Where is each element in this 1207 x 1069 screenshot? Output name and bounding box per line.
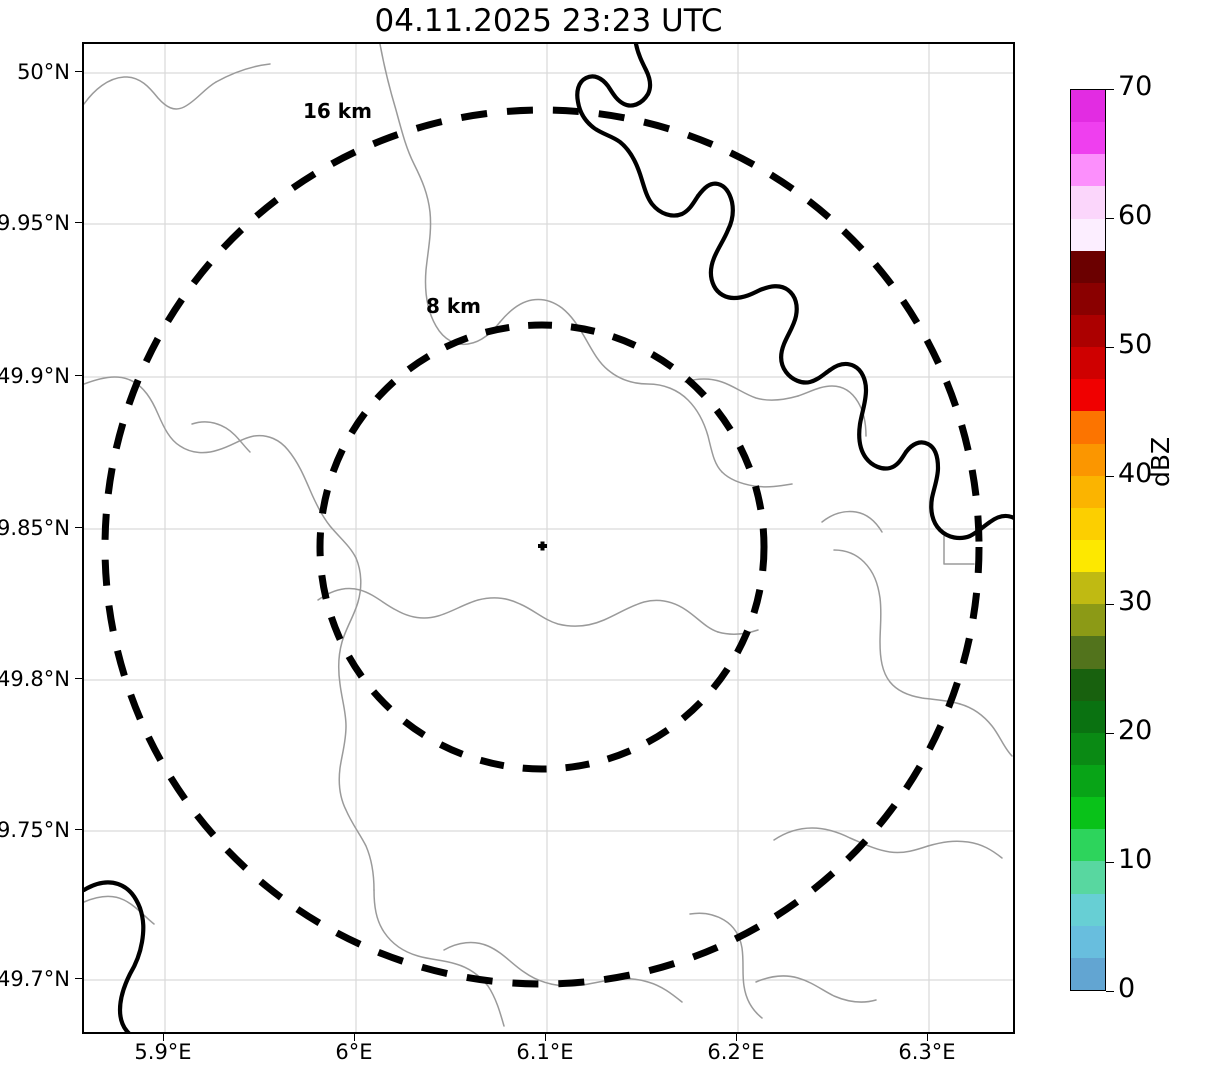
range-ring-label-8km: 8 km — [426, 294, 482, 318]
xtick-label-6E: 6°E — [335, 1040, 373, 1064]
colorbar[interactable] — [1070, 89, 1106, 991]
xtick-label-61E: 6.1°E — [516, 1040, 574, 1064]
cbar-tick-40 — [1106, 476, 1114, 477]
cbar-ticklabel-30: 30 — [1118, 586, 1153, 617]
colorbar-band — [1071, 829, 1105, 863]
colorbar-band — [1071, 636, 1105, 670]
radar-site-marker — [538, 541, 547, 551]
ytick-label-4985N: 49.85°N — [0, 516, 70, 540]
colorbar-band — [1071, 315, 1105, 348]
colorbar-band — [1071, 379, 1105, 413]
national-border — [84, 44, 1013, 1032]
xtick-mark-3 — [545, 1034, 546, 1041]
cbar-tick-0 — [1106, 991, 1114, 992]
administrative-boundaries — [84, 44, 1013, 1027]
colorbar-axis-title: dBZ — [1146, 436, 1175, 487]
cbar-ticklabel-40: 40 — [1118, 458, 1153, 489]
ytick-label-497N: 49.7°N — [0, 967, 70, 991]
colorbar-band — [1071, 604, 1105, 638]
colorbar-band — [1071, 765, 1105, 798]
colorbar-band — [1071, 861, 1105, 895]
cbar-tick-70 — [1106, 89, 1114, 90]
ytick-mark-7 — [75, 978, 82, 979]
cbar-tick-30 — [1106, 604, 1114, 605]
colorbar-band — [1071, 507, 1105, 541]
colorbar-band — [1071, 411, 1105, 445]
cbar-tick-60 — [1106, 218, 1114, 219]
colorbar-band — [1071, 957, 1105, 990]
cbar-ticklabel-60: 60 — [1118, 200, 1153, 231]
ytick-label-4975N: 49.75°N — [0, 818, 70, 842]
colorbar-band — [1071, 925, 1105, 959]
cbar-tick-50 — [1106, 347, 1114, 348]
grid-lines — [84, 44, 1013, 1032]
colorbar-band — [1071, 732, 1105, 766]
colorbar-band — [1071, 250, 1105, 284]
xtick-mark-5 — [927, 1034, 928, 1041]
ytick-label-50N: 50°N — [17, 60, 70, 84]
map-plot-area[interactable] — [82, 42, 1015, 1034]
colorbar-band — [1071, 282, 1105, 316]
xtick-label-63E: 6.3°E — [898, 1040, 956, 1064]
cbar-ticklabel-70: 70 — [1118, 71, 1153, 102]
ytick-label-499N: 49.9°N — [0, 364, 70, 388]
xtick-label-62E: 6.2°E — [707, 1040, 765, 1064]
cbar-ticklabel-20: 20 — [1118, 715, 1153, 746]
xtick-mark-2 — [354, 1034, 355, 1041]
range-ring-8km — [316, 321, 768, 773]
colorbar-band — [1071, 700, 1105, 734]
colorbar-band — [1071, 154, 1105, 188]
colorbar-band — [1071, 90, 1105, 123]
range-rings — [101, 106, 983, 988]
ytick-mark-4 — [75, 527, 82, 528]
cbar-ticklabel-10: 10 — [1118, 844, 1153, 875]
colorbar-band — [1071, 218, 1105, 252]
ytick-mark-5 — [75, 678, 82, 679]
colorbar-band — [1071, 475, 1105, 509]
ytick-mark-6 — [75, 829, 82, 830]
range-ring-16km — [101, 106, 983, 988]
ytick-label-4995N: 49.95°N — [0, 211, 70, 235]
xtick-label-59E: 5.9°E — [134, 1040, 192, 1064]
cbar-ticklabel-0: 0 — [1118, 973, 1136, 1004]
cbar-tick-10 — [1106, 862, 1114, 863]
ytick-mark-3 — [75, 375, 82, 376]
colorbar-band — [1071, 186, 1105, 220]
ytick-mark-2 — [75, 222, 82, 223]
colorbar-band — [1071, 668, 1105, 702]
colorbar-band — [1071, 540, 1105, 573]
cbar-tick-20 — [1106, 733, 1114, 734]
ytick-mark-1 — [75, 71, 82, 72]
page-title: 04.11.2025 23:23 UTC — [374, 3, 723, 39]
colorbar-band — [1071, 347, 1105, 380]
colorbar-band — [1071, 122, 1105, 155]
colorbar-band — [1071, 443, 1105, 477]
colorbar-band — [1071, 797, 1105, 830]
colorbar-band — [1071, 893, 1105, 927]
ytick-label-498N: 49.8°N — [0, 667, 70, 691]
xtick-mark-4 — [736, 1034, 737, 1041]
map-canvas — [84, 44, 1013, 1032]
xtick-mark-1 — [163, 1034, 164, 1041]
cbar-ticklabel-50: 50 — [1118, 329, 1153, 360]
colorbar-band — [1071, 572, 1105, 605]
range-ring-label-16km: 16 km — [303, 99, 372, 123]
